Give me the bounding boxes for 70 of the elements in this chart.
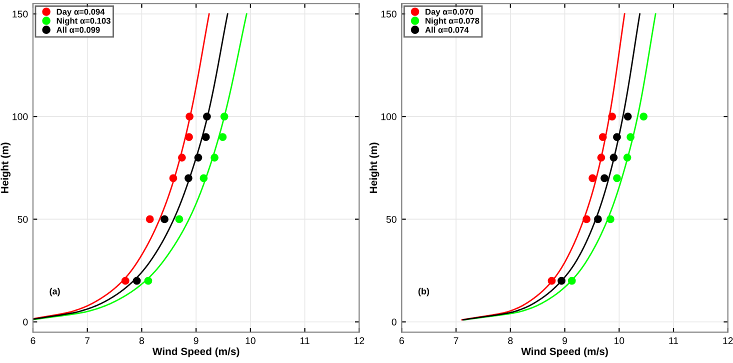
point xyxy=(606,215,614,224)
y-tick-label: 0 xyxy=(23,318,28,326)
point xyxy=(169,174,178,182)
point xyxy=(640,112,648,121)
point xyxy=(610,154,618,162)
point xyxy=(210,154,219,162)
x-tick-label: 9 xyxy=(194,337,198,344)
x-tick-label: 9 xyxy=(562,337,568,344)
point xyxy=(558,276,566,285)
point xyxy=(194,154,202,162)
annotation: (a) xyxy=(50,288,60,296)
legend-label: All α=0.099 xyxy=(56,26,100,33)
point xyxy=(626,133,635,142)
point xyxy=(608,112,616,121)
y-axis-title: Height (m) xyxy=(369,142,380,193)
y-tick-label: 50 xyxy=(386,216,396,223)
y-tick-label: 100 xyxy=(12,113,28,120)
x-tick-label: 8 xyxy=(139,337,144,344)
point xyxy=(186,112,194,121)
point xyxy=(613,133,621,142)
x-axis-title: Wind Speed (m/s) xyxy=(152,347,240,358)
point xyxy=(548,276,556,285)
point xyxy=(588,174,596,182)
point xyxy=(185,133,193,142)
x-tick-label: 11 xyxy=(300,337,310,344)
point xyxy=(594,215,602,224)
point xyxy=(184,174,192,182)
x-tick-label: 12 xyxy=(354,337,364,344)
point xyxy=(582,215,590,224)
legend-label: Night α=0.078 xyxy=(426,18,480,26)
y-tick-label: 100 xyxy=(381,113,396,120)
point xyxy=(178,154,186,162)
y-axis-title: Height (m) xyxy=(0,142,11,193)
x-tick-label: 6 xyxy=(399,337,404,344)
point xyxy=(624,112,632,121)
x-tick-label: 11 xyxy=(669,337,678,344)
point xyxy=(202,133,210,142)
x-tick-label: 7 xyxy=(454,337,458,344)
legend-label: Day α=0.094 xyxy=(56,8,105,16)
x-axis-title: Wind Speed (m/s) xyxy=(521,347,608,358)
x-tick-label: 12 xyxy=(723,337,733,344)
point xyxy=(600,174,608,182)
point xyxy=(597,154,606,162)
y-tick-label: 150 xyxy=(381,10,396,18)
legend-label: Night α=0.103 xyxy=(56,18,110,26)
legend-label: All α=0.074 xyxy=(425,26,469,33)
point xyxy=(220,112,228,121)
point xyxy=(160,215,168,224)
point xyxy=(200,174,208,182)
point xyxy=(568,276,576,285)
point xyxy=(121,276,130,285)
y-tick-label: 150 xyxy=(12,10,28,18)
y-tick-label: 0 xyxy=(392,318,396,326)
point xyxy=(144,276,152,285)
y-tick-label: 50 xyxy=(18,216,28,223)
point xyxy=(146,215,154,224)
x-tick-label: 8 xyxy=(508,337,513,344)
annotation: (b) xyxy=(418,288,430,296)
x-tick-label: 10 xyxy=(614,337,624,344)
point xyxy=(598,133,607,142)
point xyxy=(218,133,227,142)
point xyxy=(203,112,211,121)
legend-label: Day α=0.070 xyxy=(426,8,474,16)
point xyxy=(613,174,621,182)
x-tick-label: 7 xyxy=(85,337,90,344)
x-tick-label: 6 xyxy=(30,337,36,344)
point xyxy=(623,154,632,162)
point xyxy=(132,276,141,285)
point xyxy=(175,215,184,224)
x-tick-label: 10 xyxy=(246,337,256,344)
